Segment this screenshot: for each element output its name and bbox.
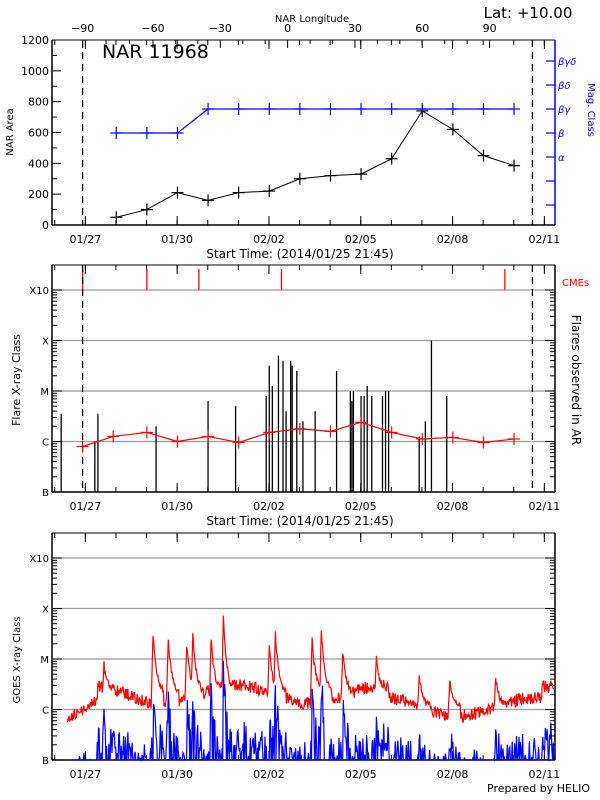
mag-class-label: β	[557, 129, 565, 140]
x-tick-label: 01/27	[70, 768, 102, 781]
cme-legend: CMEs	[562, 278, 589, 289]
nar-area-line	[116, 110, 515, 218]
y-tick-label: 800	[28, 96, 49, 109]
region-title: NAR 11968	[102, 41, 209, 63]
top-tick-label: 0	[284, 22, 291, 35]
y-tick-label: X10	[29, 286, 49, 297]
x-tick-label: 01/30	[161, 500, 193, 513]
x-tick-label: 02/05	[345, 500, 377, 513]
x-tick-label: 02/05	[345, 233, 377, 246]
x-tick-label: 02/08	[437, 233, 469, 246]
top-tick-label: 30	[348, 22, 362, 35]
y-tick-label: B	[42, 488, 49, 499]
top-tick-label: 90	[483, 22, 497, 35]
x-tick-label: 02/02	[253, 768, 285, 781]
top-tick-label: −90	[71, 22, 94, 35]
footer-credit: Prepared by HELIO	[487, 782, 590, 795]
mag-class-label: βγδ	[557, 57, 576, 68]
mag-class-label: α	[558, 153, 565, 164]
goes-short-trace	[67, 660, 555, 762]
y-tick-label: X	[42, 605, 49, 616]
y-tick-label: X10	[29, 554, 49, 565]
x-tick-label: 01/27	[70, 233, 102, 246]
x-tick-label: 02/11	[529, 768, 561, 781]
y-axis-label: GOES X-ray Class	[12, 616, 23, 703]
x-tick-label: 01/27	[70, 500, 102, 513]
x-axis-label: Start Time: (2014/01/25 21:45)	[206, 514, 393, 528]
x-tick-label: 01/30	[161, 233, 193, 246]
x-tick-label: 02/02	[253, 500, 285, 513]
y-tick-label: 1200	[21, 34, 49, 47]
mag-class-label: βδ	[557, 81, 571, 92]
x-tick-label: 02/02	[253, 233, 285, 246]
x-axis-label: Start Time: (2014/01/25 21:45)	[206, 247, 393, 261]
y-tick-label: 200	[28, 188, 49, 201]
y-tick-label: 0	[42, 219, 49, 232]
goes-panel: 01/27 01/30 02/02 02/05 02/08 02/11 B C M X X10 GOE…	[12, 532, 561, 781]
top-axis-label: NAR Longitude	[275, 14, 349, 25]
top-tick-label: −30	[209, 22, 232, 35]
y-axis-label: NAR Area	[5, 108, 16, 155]
y2-axis-label: Mag. Class	[585, 83, 596, 137]
y-tick-label: C	[42, 438, 49, 449]
y-axis-label: Flare X-ray Class	[10, 334, 23, 426]
x-tick-label: 02/11	[529, 500, 561, 513]
y-tick-label: M	[40, 387, 49, 398]
x-tick-label: 02/08	[437, 500, 469, 513]
y-tick-label: 400	[28, 157, 49, 170]
flare-panel: 01/27 01/30 02/02 02/05 02/08 02/11 B C M X X10 Fla…	[10, 264, 589, 528]
mag-class-label: βγ	[557, 105, 571, 116]
y-tick-label: M	[40, 655, 49, 666]
x-tick-label: 02/11	[529, 233, 561, 246]
x-tick-label: 01/30	[161, 768, 193, 781]
y2-axis-label: Flares observed in AR	[569, 315, 583, 445]
y-tick-label: C	[42, 706, 49, 717]
top-tick-label: 60	[415, 22, 429, 35]
y-tick-label: 1000	[21, 65, 49, 78]
nar-area-panel: 01/27 01/30 02/02 02/05 02/08 02/11 −90 −60 −30 0…	[5, 22, 596, 261]
latitude-label: Lat: +10.00	[484, 4, 573, 22]
x-tick-label: 02/05	[345, 768, 377, 781]
y-tick-label: X	[42, 337, 49, 348]
y-tick-label: 600	[28, 127, 49, 140]
goes-long-trace	[66, 615, 555, 723]
top-tick-label: −60	[141, 22, 164, 35]
x-tick-label: 02/08	[437, 768, 469, 781]
y-tick-label: B	[42, 756, 49, 767]
